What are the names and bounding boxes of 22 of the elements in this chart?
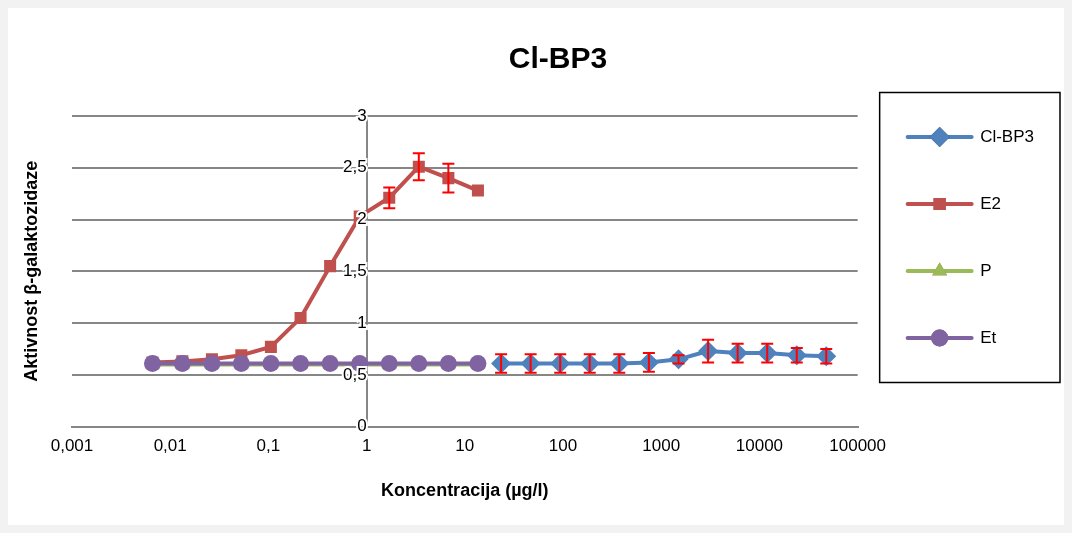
x-axis-title: Koncentracija (µg/l): [381, 479, 549, 500]
point: [264, 340, 277, 353]
x-tick-label: 1000: [642, 436, 681, 456]
legend-label: Cl-BP3: [980, 126, 1035, 146]
y-tick-label: 0: [357, 416, 367, 436]
x-tick-label: 10000: [735, 436, 784, 456]
point: [324, 260, 337, 273]
x-tick-label: 0,01: [153, 436, 187, 456]
x-tick-label: 10: [455, 436, 475, 456]
legend-label: Et: [980, 327, 997, 347]
point: [294, 311, 307, 324]
x-tick-label: 100000: [829, 436, 887, 456]
x-tick-label: 0,1: [256, 436, 281, 456]
y-axis-title: Aktivnost β-galaktozidaze: [20, 160, 41, 382]
legend-label: P: [980, 260, 992, 280]
x-tick-label: 0,001: [50, 436, 94, 456]
chart-title: Cl-BP3: [508, 41, 608, 75]
y-tick-label: 3: [357, 105, 367, 125]
y-tick-label: 2,5: [342, 157, 367, 177]
point: [471, 184, 484, 197]
legend-label: E2: [980, 193, 1001, 213]
x-tick-label: 100: [548, 436, 578, 456]
